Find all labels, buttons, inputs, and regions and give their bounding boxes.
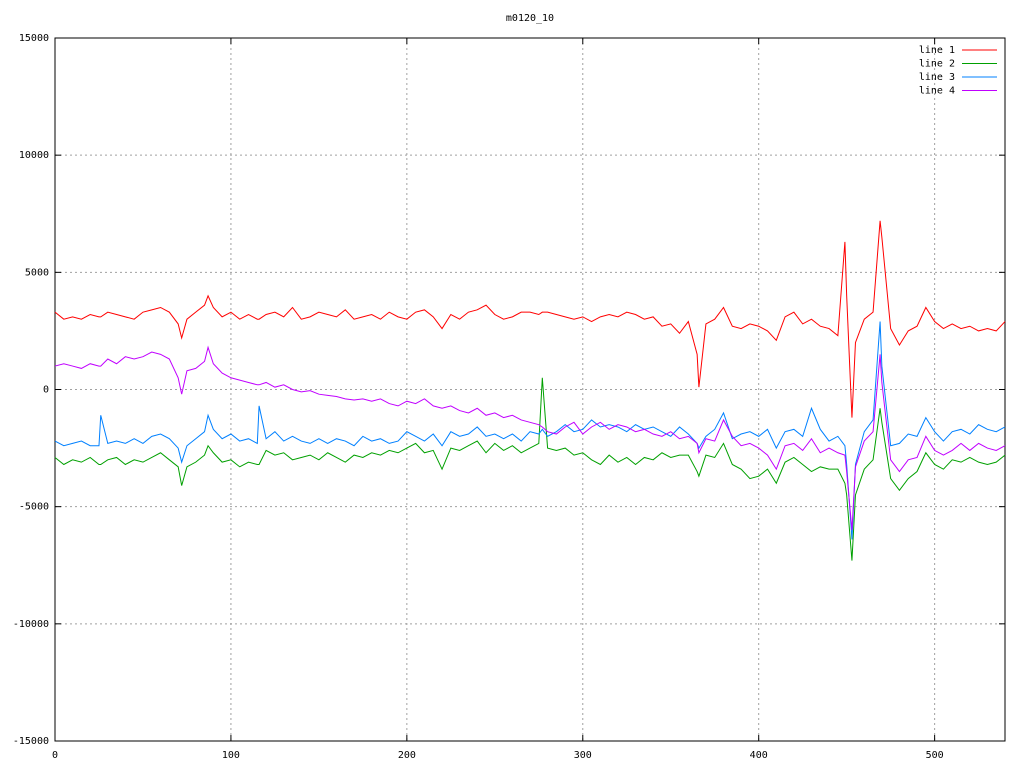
y-tick-label: 5000 [25,267,49,278]
x-tick-label: 100 [222,750,240,761]
x-tick-label: 0 [52,750,58,761]
y-tick-label: 10000 [19,150,49,161]
x-tick-label: 200 [398,750,416,761]
legend-label: line 4 [919,86,955,97]
line-series [54,377,1006,561]
legend-label: line 1 [919,45,955,56]
legend-label: line 2 [919,59,955,70]
chart-title: m0120_10 [506,13,554,24]
y-tick-label: 15000 [19,33,49,44]
y-tick-label: -15000 [13,736,49,747]
y-tick-label: 0 [43,385,49,396]
y-tick-label: -10000 [13,619,49,630]
plot-border [54,37,1006,742]
x-tick-label: 300 [574,750,592,761]
legend-label: line 3 [919,72,955,83]
line-series [54,345,1006,531]
x-tick-label: 400 [750,750,768,761]
line-series [54,220,1006,418]
x-tick-label: 500 [926,750,944,761]
y-tick-label: -5000 [19,502,49,513]
